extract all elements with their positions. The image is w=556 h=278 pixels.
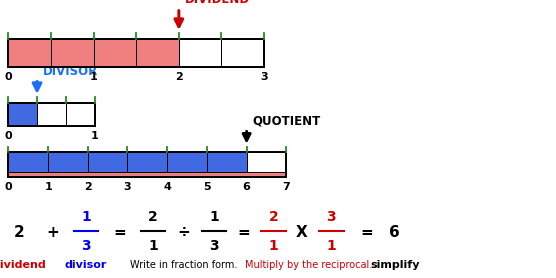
Bar [48,152,88,172]
Bar [221,39,264,67]
Text: 0: 0 [4,131,12,142]
Text: 4: 4 [163,182,171,192]
Bar [66,103,95,126]
Bar [247,152,286,172]
Text: =: = [361,225,373,240]
Text: 3: 3 [260,72,268,82]
Text: X: X [295,225,307,240]
Bar [207,152,247,172]
Text: dividend: dividend [0,260,46,270]
Text: 2: 2 [14,225,25,240]
Text: 1: 1 [44,182,52,192]
Text: 1: 1 [148,239,158,253]
Bar [8,39,264,67]
Text: Multiply by the reciprocal.: Multiply by the reciprocal. [245,260,372,270]
Bar [127,152,167,172]
Text: DIVIDEND: DIVIDEND [185,0,250,6]
Text: DIVISOR: DIVISOR [43,64,98,78]
Text: 2: 2 [84,182,92,192]
Text: 3: 3 [123,182,131,192]
Text: =: = [237,225,250,240]
Text: 0: 0 [4,72,12,82]
Text: 7: 7 [282,182,290,192]
Text: 1: 1 [269,239,279,253]
Text: 1: 1 [209,210,219,224]
Text: ÷: ÷ [177,225,190,240]
Bar [179,39,221,67]
Bar [136,39,179,67]
Text: +: + [47,225,59,240]
Bar [51,39,93,67]
Text: Write in fraction form.: Write in fraction form. [130,260,237,270]
Bar [8,152,48,172]
Text: simplify: simplify [370,260,420,270]
Text: QUOTIENT: QUOTIENT [252,114,320,127]
Text: divisor: divisor [65,260,107,270]
Bar [37,103,66,126]
Bar [88,152,127,172]
Text: 6: 6 [389,225,400,240]
Text: 1: 1 [326,239,336,253]
Bar [8,103,95,126]
Text: 0: 0 [4,182,12,192]
Bar [8,103,37,126]
Bar [93,39,136,67]
Bar [8,152,286,177]
Text: 2: 2 [175,72,183,82]
Text: 1: 1 [90,72,97,82]
Bar [167,152,207,172]
Text: 2: 2 [148,210,158,224]
Text: 1: 1 [91,131,98,142]
Text: 5: 5 [203,182,211,192]
Text: 3: 3 [209,239,219,253]
Text: 2: 2 [269,210,279,224]
Text: 3: 3 [81,239,91,253]
Bar [8,172,286,177]
Text: 6: 6 [242,182,251,192]
Text: 1: 1 [81,210,91,224]
Text: 3: 3 [326,210,336,224]
Bar [8,39,51,67]
Text: =: = [113,225,126,240]
